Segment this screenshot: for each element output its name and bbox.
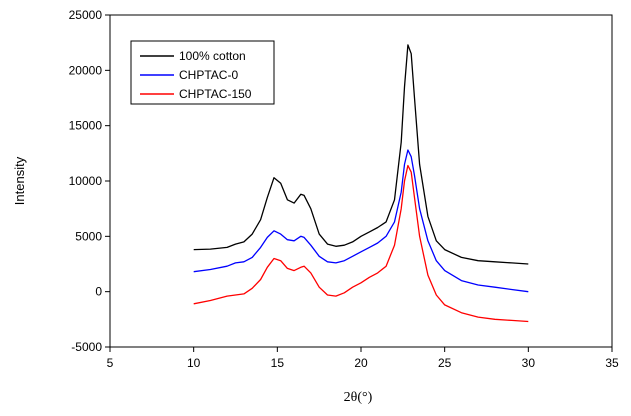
x-tick-label-5: 30 xyxy=(522,356,536,370)
series-line-1 xyxy=(193,149,529,293)
x-tick-label-6: 35 xyxy=(605,356,619,370)
y-axis-label: Intensity xyxy=(12,156,27,205)
y-tick-label-2: 5000 xyxy=(75,229,102,243)
series-lines xyxy=(193,44,529,323)
y-axis-ticks: -5000 0 5000 10000 15000 20000 25000 xyxy=(69,8,110,354)
x-tick-label-4: 25 xyxy=(438,356,452,370)
series-line-0 xyxy=(193,44,529,265)
legend-label-1: CHPTAC-0 xyxy=(179,68,238,82)
x-tick-label-1: 10 xyxy=(187,356,201,370)
x-tick-label-0: 5 xyxy=(107,356,114,370)
x-axis-label: 2θ(°) xyxy=(344,390,373,405)
legend-label-2: CHPTAC-150 xyxy=(179,87,252,101)
x-tick-label-2: 15 xyxy=(271,356,285,370)
legend: 100% cotton CHPTAC-0 CHPTAC-150 xyxy=(130,40,275,105)
x-axis-ticks: 5 10 15 20 25 30 35 xyxy=(107,347,619,370)
legend-label-0: 100% cotton xyxy=(179,49,246,63)
y-tick-label-0: -5000 xyxy=(71,340,102,354)
y-tick-label-1: 0 xyxy=(95,285,102,299)
y-tick-label-4: 15000 xyxy=(69,119,103,133)
y-tick-label-5: 20000 xyxy=(69,63,103,77)
y-tick-label-3: 10000 xyxy=(69,174,103,188)
y-tick-label-6: 25000 xyxy=(69,8,103,22)
x-tick-label-3: 20 xyxy=(354,356,368,370)
series-line-2 xyxy=(193,164,529,323)
